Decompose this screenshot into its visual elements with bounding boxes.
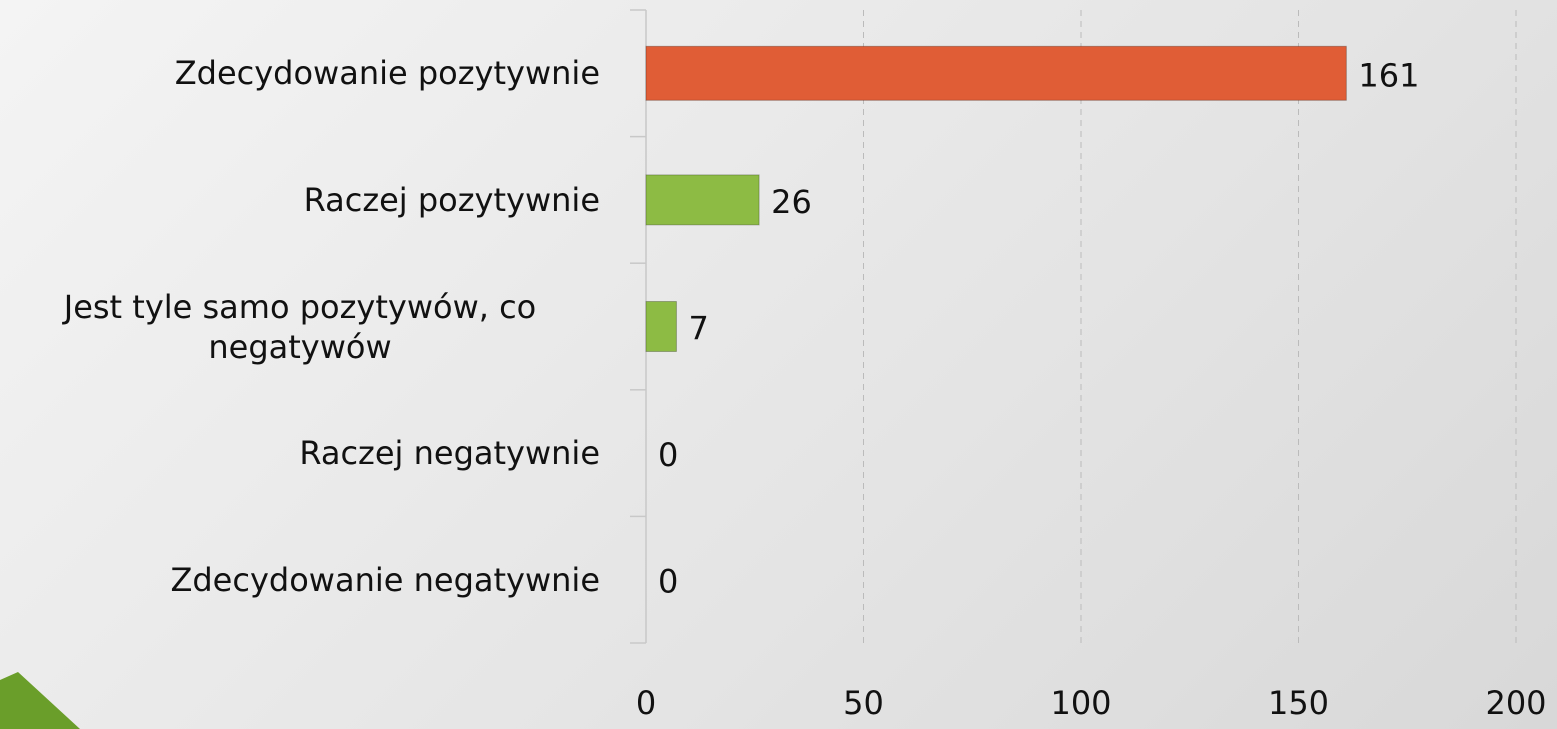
y-tick-label: Raczej pozytywnie [303, 180, 600, 219]
x-tick-label: 50 [843, 684, 884, 722]
corner-decoration [0, 672, 80, 729]
bar [645, 301, 677, 352]
bar [645, 45, 1347, 101]
y-tick-label: Jest tyle samo pozytywów, co negatywów [63, 287, 537, 366]
y-tick-label: Raczej negatywnie [299, 434, 600, 473]
data-label: 0 [658, 436, 678, 474]
data-label: 7 [688, 310, 708, 348]
x-tick-label: 100 [1050, 684, 1111, 722]
y-tick-label: Zdecydowanie pozytywnie [174, 54, 600, 93]
data-label: 161 [1358, 56, 1419, 94]
x-tick-label: 200 [1485, 684, 1546, 722]
x-tick-label: 150 [1268, 684, 1329, 722]
y-tick-label: Zdecydowanie negatywnie [170, 560, 600, 599]
data-label: 0 [658, 563, 678, 601]
x-tick-label: 0 [636, 684, 656, 722]
data-label: 26 [771, 183, 812, 221]
bar [645, 174, 760, 226]
